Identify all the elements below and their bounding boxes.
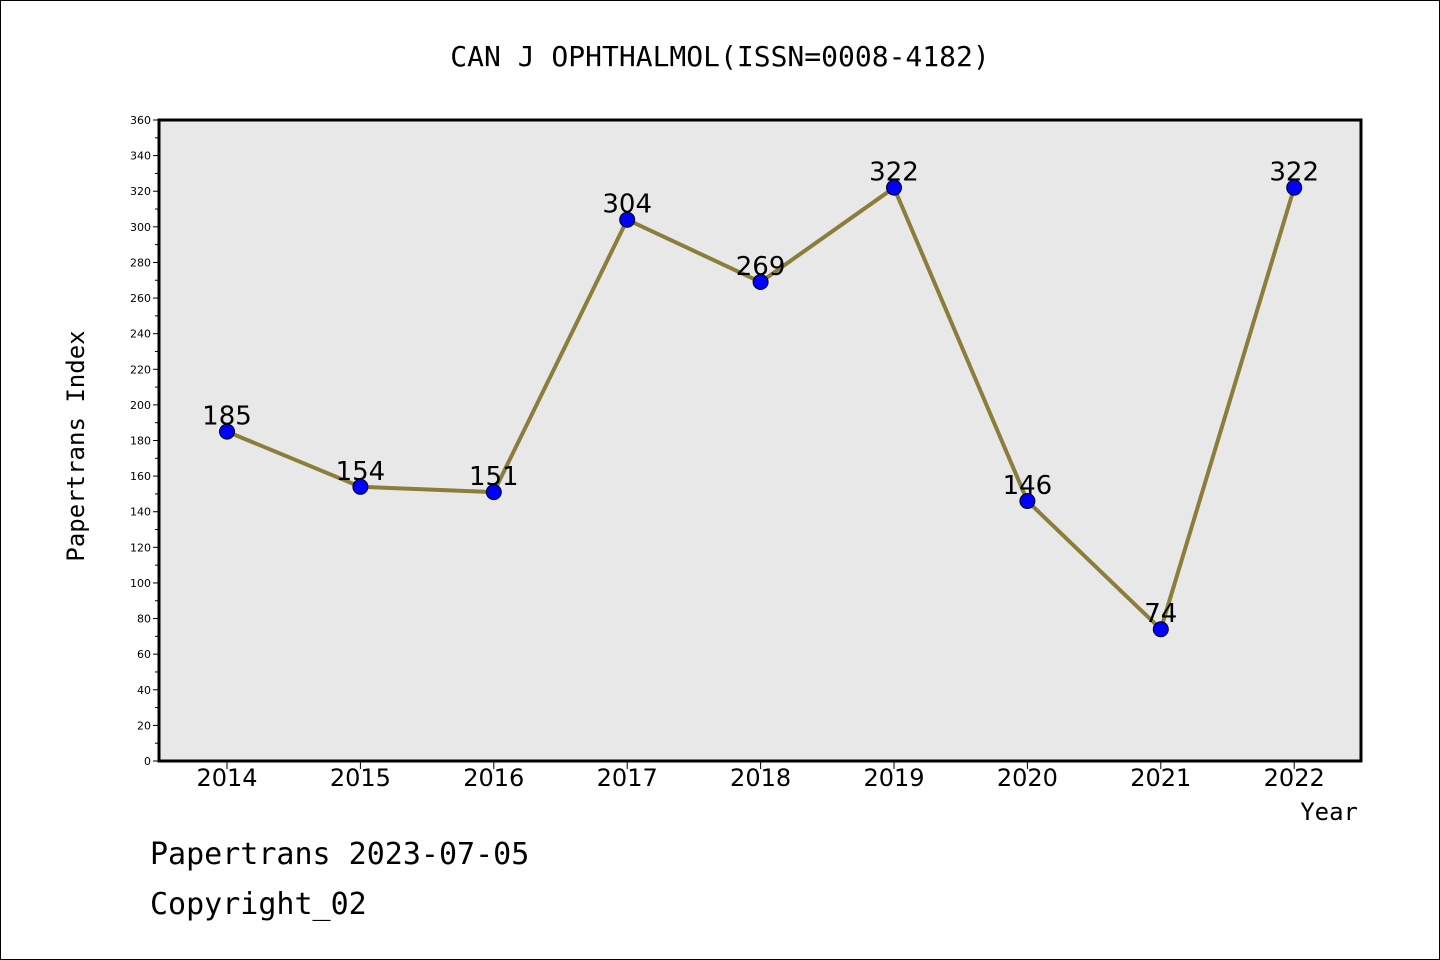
y-tick-label-140: 140 xyxy=(130,506,151,519)
y-tick-label-220: 220 xyxy=(130,363,151,376)
y-tick-label-0: 0 xyxy=(144,755,151,768)
data-point-2018 xyxy=(752,274,769,291)
series-group: 185 154 151 304 269 322 146 74 322 xyxy=(202,158,1319,638)
chart-title: CAN J OPHTHALMOL(ISSN=0008-4182) xyxy=(450,40,989,73)
data-point-2019 xyxy=(886,179,902,196)
data-label-2015: 154 xyxy=(336,457,386,487)
y-tick-label-20: 20 xyxy=(137,719,151,732)
y-tick-label-360: 360 xyxy=(130,114,151,127)
y-tick-label-180: 180 xyxy=(130,435,151,448)
data-label-2020: 146 xyxy=(1003,471,1053,501)
y-tick-label-160: 160 xyxy=(130,470,151,483)
data-point-2016 xyxy=(485,484,502,501)
plot-area xyxy=(159,120,1361,761)
x-tick-label-2019: 2019 xyxy=(863,764,924,792)
y-tick-label-280: 280 xyxy=(130,256,151,269)
data-label-2022: 322 xyxy=(1269,158,1319,188)
x-tick-label-2015: 2015 xyxy=(330,764,391,792)
x-tick-label-2020: 2020 xyxy=(997,764,1058,792)
y-tick-label-120: 120 xyxy=(130,541,151,554)
y-tick-label-320: 320 xyxy=(130,185,151,198)
data-point-2020 xyxy=(1019,493,1036,510)
data-point-2021 xyxy=(1152,621,1169,638)
y-tick-label-260: 260 xyxy=(130,292,151,305)
y-tick-label-100: 100 xyxy=(130,577,151,590)
x-axis-ticks: 2014 2015 2016 2017 2018 2019 2020 2021 2022 xyxy=(196,761,1325,792)
x-tick-label-2018: 2018 xyxy=(730,764,791,792)
x-tick-label-2022: 2022 xyxy=(1264,764,1325,792)
y-axis-ticks: 0 20 40 60 80 100 120 140 160 180 200 220 240 260 280 3… xyxy=(130,114,159,768)
data-point-2015 xyxy=(352,478,369,495)
data-point-2022 xyxy=(1286,179,1303,196)
data-point-2014 xyxy=(219,423,235,440)
data-label-2019: 322 xyxy=(869,158,919,188)
x-tick-label-2017: 2017 xyxy=(597,764,658,792)
y-tick-label-240: 240 xyxy=(130,328,151,341)
data-label-2018: 269 xyxy=(736,252,786,282)
y-tick-label-40: 40 xyxy=(137,684,151,697)
x-tick-label-2021: 2021 xyxy=(1130,764,1191,792)
y-tick-label-60: 60 xyxy=(137,648,151,661)
data-point-2017 xyxy=(619,211,636,228)
y-tick-label-200: 200 xyxy=(130,399,151,412)
footer-copyright: Copyright_02 xyxy=(150,887,367,922)
footer-date: Papertrans 2023-07-05 xyxy=(150,837,529,872)
x-tick-label-2014: 2014 xyxy=(196,764,257,792)
plot-border xyxy=(157,118,1363,763)
data-label-2016: 151 xyxy=(469,462,519,492)
data-label-2021: 74 xyxy=(1144,599,1177,629)
y-tick-label-340: 340 xyxy=(130,150,151,163)
y-axis-label: Papertrans Index xyxy=(62,330,90,561)
data-label-2017: 304 xyxy=(602,190,652,220)
y-tick-label-300: 300 xyxy=(130,221,151,234)
x-tick-label-2016: 2016 xyxy=(463,764,524,792)
y-tick-label-80: 80 xyxy=(137,613,151,626)
x-axis-label: Year xyxy=(1300,798,1358,826)
data-label-2014: 185 xyxy=(202,402,252,432)
